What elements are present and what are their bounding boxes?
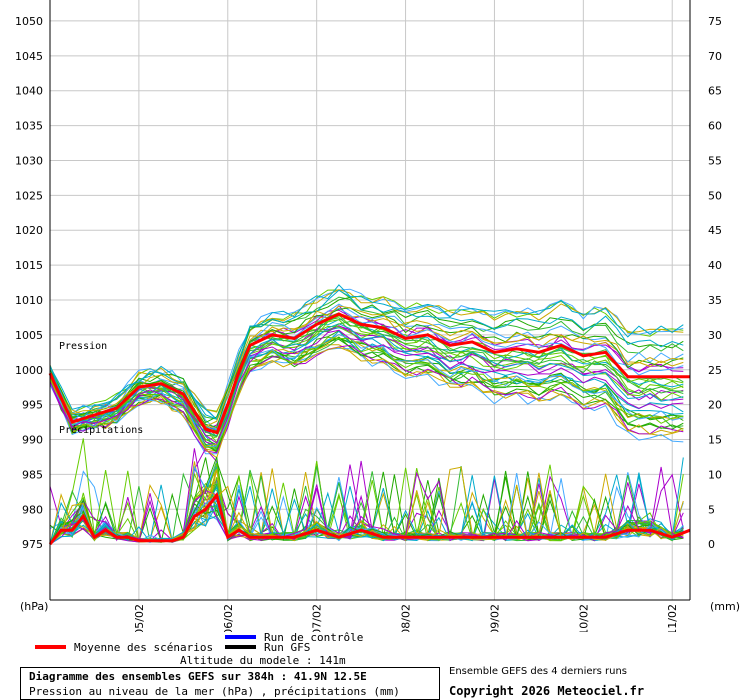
- right-tick-75: 75: [708, 15, 722, 28]
- ensemble-pressure-28: [49, 296, 684, 424]
- left-tick-1045: 1045: [15, 50, 43, 63]
- mean-precip-line: [48, 492, 691, 546]
- right-tick-35: 35: [708, 294, 722, 307]
- left-tick-975: 975: [22, 538, 43, 551]
- x-tick-10-02: 10/02: [577, 604, 590, 632]
- right-axis-unit: (mm): [710, 600, 740, 613]
- left-tick-1035: 1035: [15, 120, 43, 133]
- runs-text: Ensemble GEFS des 4 derniers runs: [449, 666, 628, 677]
- x-tick-06-02: 06/02: [222, 604, 235, 632]
- legend-control-swatch: [225, 635, 256, 639]
- ensemble-pressure-34: [49, 333, 684, 448]
- legend-mean-label: Moyenne des scénarios: [74, 641, 214, 654]
- left-tick-1020: 1020: [15, 224, 43, 237]
- x-tick-11-02: 11/02: [666, 604, 679, 632]
- ensemble-pressure-24: [49, 284, 684, 421]
- x-tick-05-02: 05/02: [133, 604, 146, 632]
- legend-control-label: Run de contrôle: [264, 631, 364, 644]
- ensemble-pressure-35: [49, 307, 684, 428]
- right-tick-45: 45: [708, 224, 722, 237]
- mean-pressure-line: [48, 312, 690, 435]
- x-tick-09-02: 09/02: [488, 604, 501, 632]
- right-tick-15: 15: [708, 434, 722, 447]
- x-tick-07-02: 07/02: [311, 604, 324, 632]
- right-tick-65: 65: [708, 85, 722, 98]
- left-tick-985: 985: [22, 468, 43, 481]
- ensemble-pressure-22: [49, 319, 684, 444]
- right-tick-20: 20: [708, 399, 722, 412]
- left-tick-1005: 1005: [15, 329, 43, 342]
- precip-annotation: Précipitations: [59, 424, 143, 436]
- altitude-text: Altitude du modele : 141m: [180, 654, 346, 667]
- right-tick-70: 70: [708, 50, 722, 63]
- right-tick-25: 25: [708, 364, 722, 377]
- right-tick-0: 0: [708, 538, 715, 551]
- ensemble-pressure-37: [49, 329, 684, 444]
- left-tick-1000: 1000: [15, 364, 43, 377]
- left-tick-1040: 1040: [15, 85, 43, 98]
- left-tick-1030: 1030: [15, 154, 43, 167]
- right-tick-10: 10: [708, 468, 722, 481]
- left-tick-1025: 1025: [15, 189, 43, 202]
- ensemble-pressure-39: [49, 305, 684, 428]
- ensemble-pressure-38: [49, 289, 684, 420]
- chart-title: Diagramme des ensembles GEFS sur 384h : …: [29, 670, 367, 683]
- left-tick-1050: 1050: [15, 15, 43, 28]
- legend-gfs-label: Run GFS: [264, 641, 311, 654]
- grid: [50, 0, 690, 600]
- ensemble-pressure-29: [49, 325, 684, 441]
- left-axis-unit: (hPa): [20, 600, 48, 613]
- ensemble-pressure-30: [49, 344, 684, 454]
- right-tick-40: 40: [708, 259, 722, 272]
- right-tick-55: 55: [708, 154, 722, 167]
- ensemble-chart: 9759809859909951000100510101015102010251…: [15, 0, 740, 632]
- left-tick-990: 990: [22, 434, 43, 447]
- left-tick-995: 995: [22, 399, 43, 412]
- right-tick-30: 30: [708, 329, 722, 342]
- left-tick-1015: 1015: [15, 259, 43, 272]
- ensemble-pressure-32: [49, 346, 684, 459]
- left-tick-1010: 1010: [15, 294, 43, 307]
- legend-gfs-swatch: [225, 645, 256, 649]
- ensemble-pressure-36: [49, 336, 684, 448]
- left-tick-980: 980: [22, 503, 43, 516]
- axes: 9759809859909951000100510101015102010251…: [15, 0, 722, 632]
- pressure-annotation: Pression: [59, 341, 107, 352]
- right-tick-50: 50: [708, 189, 722, 202]
- ensemble-pressure-31: [49, 323, 684, 437]
- right-tick-5: 5: [708, 503, 715, 516]
- mean-series: [48, 312, 691, 546]
- right-tick-60: 60: [708, 120, 722, 133]
- x-tick-08-02: 08/02: [400, 604, 413, 632]
- legend-mean-swatch: [35, 645, 66, 649]
- chart-subtitle: Pression au niveau de la mer (hPa) , pré…: [29, 685, 400, 698]
- title-box: [20, 667, 440, 700]
- copyright-text: Copyright 2026 Meteociel.fr: [449, 684, 645, 698]
